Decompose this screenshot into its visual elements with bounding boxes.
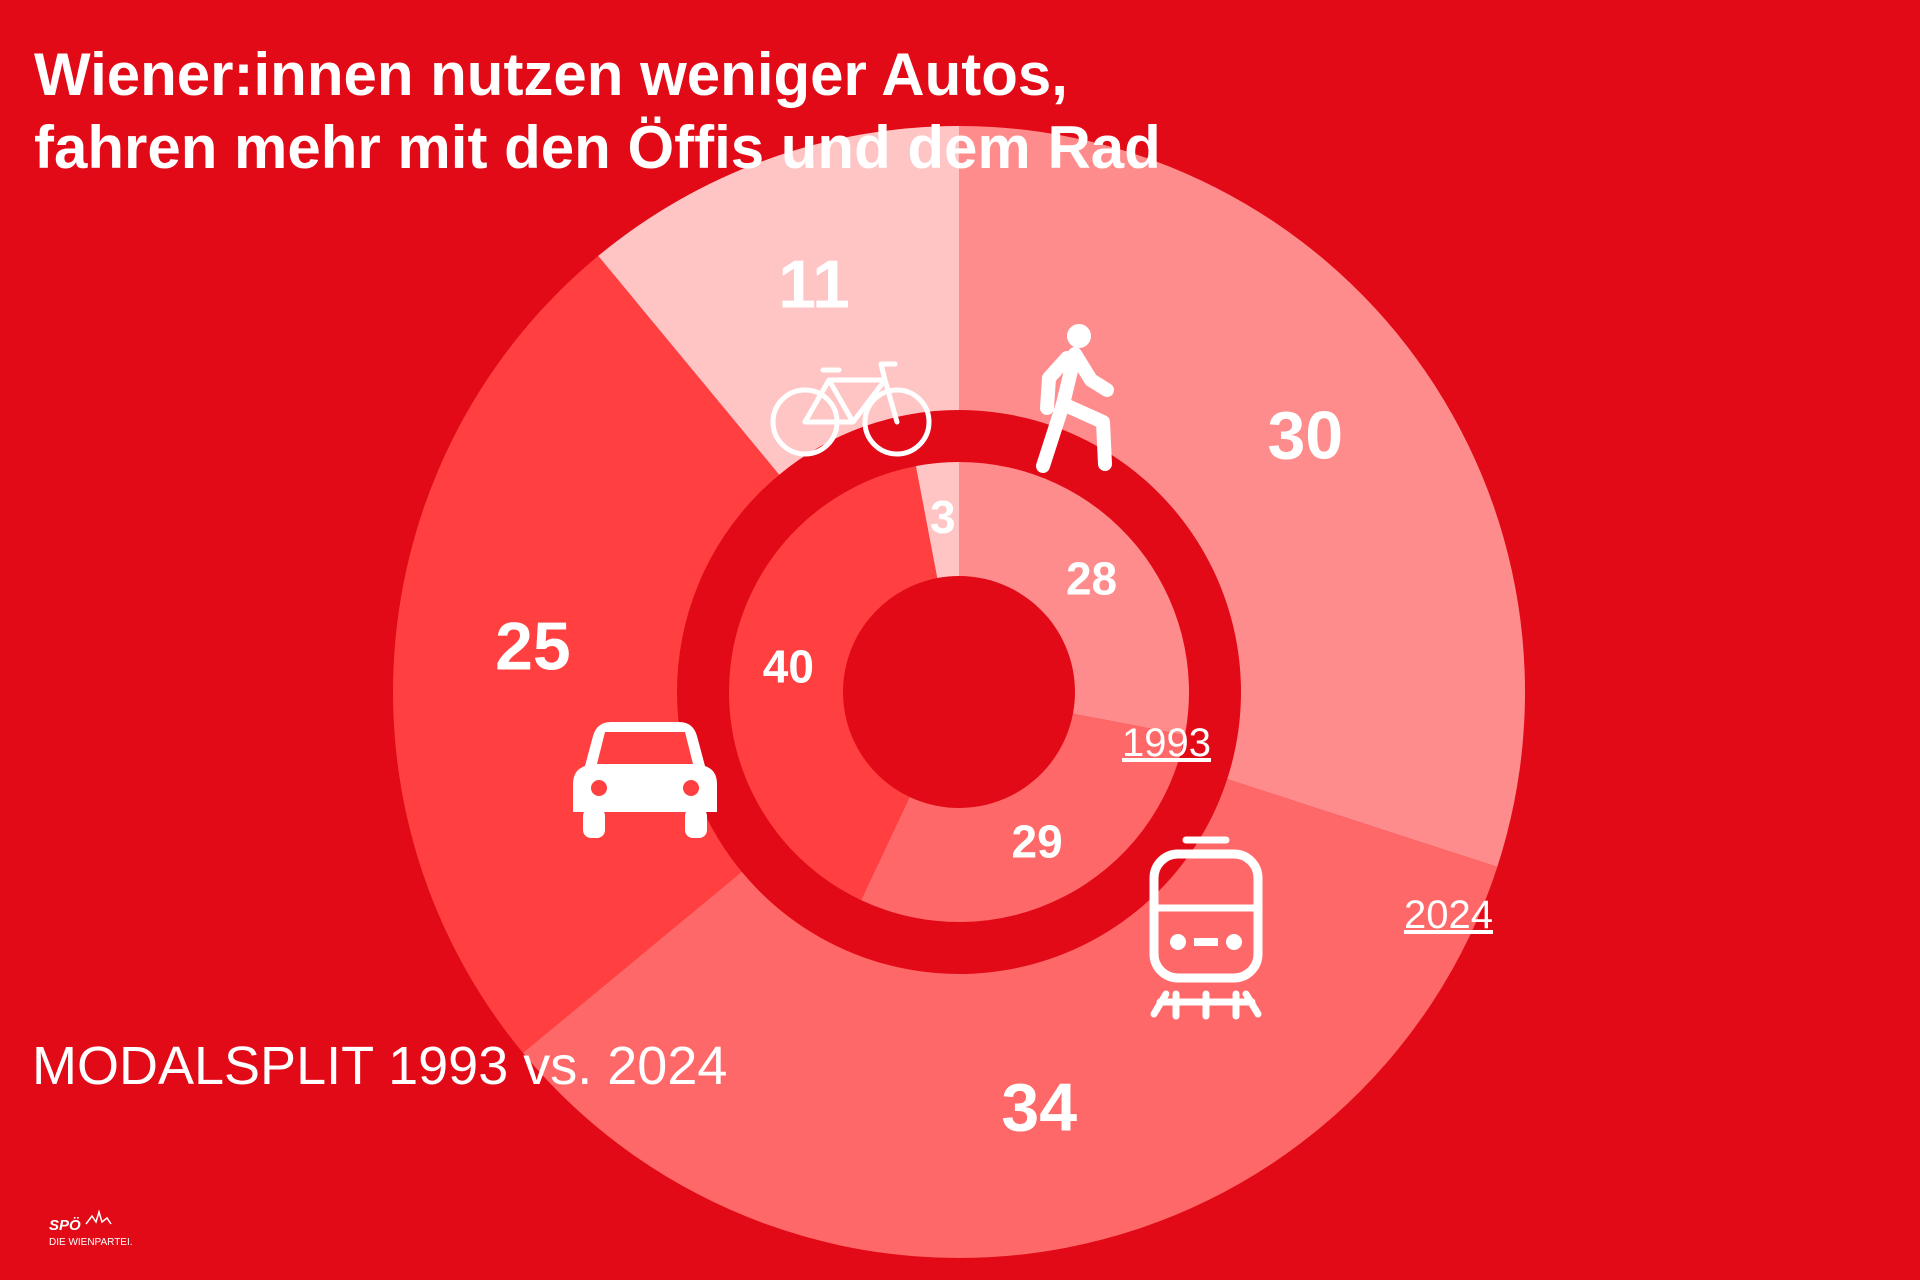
donut-segment	[729, 466, 938, 901]
value-label: 25	[495, 609, 571, 685]
donut-segment	[959, 462, 1189, 736]
value-label: 28	[1066, 553, 1117, 605]
donut-segment	[959, 126, 1525, 867]
donut-segment	[915, 462, 959, 579]
year-label: 1993	[1122, 721, 1211, 765]
year-label: 2024	[1404, 893, 1493, 937]
subtitle: MODALSPLIT 1993 vs. 2024	[32, 1036, 727, 1096]
donut-segment	[393, 255, 780, 1053]
value-label: 34	[1001, 1069, 1077, 1145]
logo-tagline: DIE WIENPARTEI.	[49, 1237, 133, 1248]
value-label: 3	[930, 491, 956, 543]
title-line: fahren mehr mit den Öffis und dem Rad	[34, 114, 1161, 181]
car-icon	[573, 722, 717, 838]
logo-name: SPÖ	[49, 1217, 81, 1234]
train-icon	[1149, 836, 1263, 1020]
donut-chart: 30 34 25 11 28 29 40 3	[393, 126, 1525, 1259]
donut-segment	[598, 126, 959, 475]
value-label: 29	[1012, 815, 1063, 867]
walk-icon	[1036, 324, 1114, 473]
logo-mark	[85, 1209, 112, 1225]
title-line: Wiener:innen nutzen weniger Autos,	[34, 41, 1068, 108]
value-label: 11	[778, 246, 850, 322]
value-label: 40	[763, 641, 814, 693]
donut-segment	[861, 713, 1185, 922]
value-label: 30	[1267, 397, 1343, 473]
bike-icon	[770, 361, 932, 457]
